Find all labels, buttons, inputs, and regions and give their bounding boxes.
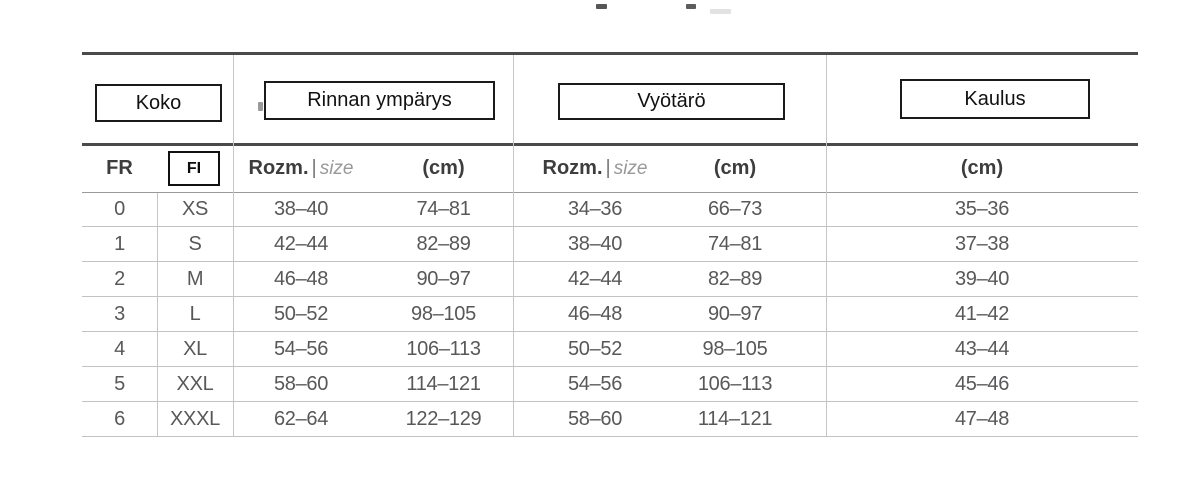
cell-waist-rozm: 42–44: [567, 268, 623, 290]
size-label: size: [319, 158, 354, 179]
divider-waist-collar: [826, 55, 827, 437]
cell-waist-cm: 106–113: [697, 373, 773, 395]
cell-chest-rozm: 54–56: [273, 338, 329, 360]
divider-koko-chest: [233, 55, 234, 437]
table-row: 6 XXXL 62–64 122–129 58–60 114–121 47–48: [82, 402, 1138, 437]
cell-waist-cm: 66–73: [707, 198, 763, 220]
cell-fi: L: [189, 303, 201, 325]
cell-chest-cm: 122–129: [405, 408, 482, 430]
table-row: 2 M 46–48 90–97 42–44 82–89 39–40: [82, 262, 1138, 297]
column-header-fi-box: FI: [168, 151, 220, 186]
cell-fr: 5: [114, 373, 125, 395]
cell-chest-rozm: 58–60: [273, 373, 329, 395]
cell-waist-rozm: 50–52: [567, 338, 623, 360]
cell-fr: 2: [114, 268, 125, 290]
cell-chest-rozm: 46–48: [273, 268, 329, 290]
table-row: 1 S 42–44 82–89 38–40 74–81 37–38: [82, 227, 1138, 262]
cell-collar-cm: 45–46: [954, 373, 1010, 395]
cell-waist-rozm: 58–60: [567, 408, 623, 430]
column-header-chest-cm: (cm): [422, 157, 465, 179]
pipe-separator: |: [311, 157, 317, 179]
cell-chest-cm: 114–121: [406, 373, 481, 395]
cell-chest-rozm: 50–52: [273, 303, 329, 325]
size-label: size: [613, 158, 648, 179]
column-header-waist-rozm: Rozm. | size: [520, 144, 670, 192]
cell-fr: 1: [114, 233, 125, 255]
cell-collar-cm: 47–48: [954, 408, 1010, 430]
divider-chest-waist: [513, 55, 514, 437]
cell-fr: 4: [114, 338, 125, 360]
cell-fr: 0: [114, 198, 125, 220]
cell-collar-cm: 35–36: [954, 198, 1010, 220]
cell-waist-rozm: 54–56: [567, 373, 623, 395]
table-top-border: [82, 52, 1138, 55]
cell-chest-cm: 74–81: [416, 198, 471, 220]
table-body: 0 XS 38–40 74–81 34–36 66–73 35–36 1 S 4…: [0, 192, 1185, 437]
cell-chest-rozm: 38–40: [273, 198, 329, 220]
column-header-row: FR Rozm. | size (cm) Rozm. | size (cm) (cm): [0, 144, 1185, 192]
cell-waist-cm: 114–121: [697, 408, 773, 430]
column-header-waist-cm: (cm): [713, 157, 757, 179]
pipe-separator: |: [605, 157, 611, 179]
table-row: 0 XS 38–40 74–81 34–36 66–73 35–36: [82, 192, 1138, 227]
column-header-fr: FR: [106, 157, 133, 179]
cell-chest-rozm: 42–44: [273, 233, 329, 255]
cell-chest-cm: 82–89: [416, 233, 471, 255]
cell-fr: 3: [114, 303, 125, 325]
cell-waist-rozm: 38–40: [567, 233, 623, 255]
cell-chest-rozm: 62–64: [273, 408, 329, 430]
cell-waist-cm: 98–105: [702, 338, 768, 360]
cell-waist-rozm: 46–48: [567, 303, 623, 325]
group-header-chest: Rinnan ympärys: [264, 81, 495, 120]
rozm-label: Rozm.: [542, 157, 603, 179]
cell-waist-cm: 90–97: [707, 303, 763, 325]
cell-waist-cm: 82–89: [707, 268, 763, 290]
cell-fi: XXXL: [170, 408, 220, 430]
cell-fi: XS: [181, 198, 209, 220]
cell-chest-cm: 106–113: [406, 338, 481, 360]
header-underline: [82, 192, 1138, 193]
cell-fi: XXL: [176, 373, 214, 395]
table-row: 3 L 50–52 98–105 46–48 90–97 41–42: [82, 297, 1138, 332]
cell-fr: 6: [114, 408, 125, 430]
column-header-collar-cm: (cm): [960, 157, 1004, 179]
table-header-border: [82, 143, 1138, 146]
cell-collar-cm: 43–44: [954, 338, 1010, 360]
group-header-koko: Koko: [95, 84, 222, 122]
cell-waist-cm: 74–81: [707, 233, 763, 255]
scan-artifact-mark: [710, 9, 731, 14]
divider-fr-fi: [157, 193, 158, 437]
cell-collar-cm: 37–38: [954, 233, 1010, 255]
cell-collar-cm: 39–40: [954, 268, 1010, 290]
group-header-waist: Vyötärö: [558, 83, 785, 120]
column-header-chest-rozm: Rozm. | size: [233, 144, 369, 192]
cell-chest-cm: 98–105: [411, 303, 476, 325]
cell-waist-rozm: 34–36: [567, 198, 623, 220]
scan-artifact-mark: [686, 4, 696, 9]
group-header-collar: Kaulus: [900, 79, 1090, 119]
table-row: 5 XXL 58–60 114–121 54–56 106–113 45–46: [82, 367, 1138, 402]
table-row: 4 XL 54–56 106–113 50–52 98–105 43–44: [82, 332, 1138, 367]
scan-artifact-mark: [596, 4, 607, 9]
cell-fi: S: [188, 233, 202, 255]
cell-collar-cm: 41–42: [954, 303, 1010, 325]
scan-artifact-mark: [258, 102, 263, 111]
rozm-label: Rozm.: [248, 157, 309, 179]
cell-chest-cm: 90–97: [416, 268, 471, 290]
cell-fi: XL: [183, 338, 207, 360]
cell-fi: M: [186, 268, 204, 290]
